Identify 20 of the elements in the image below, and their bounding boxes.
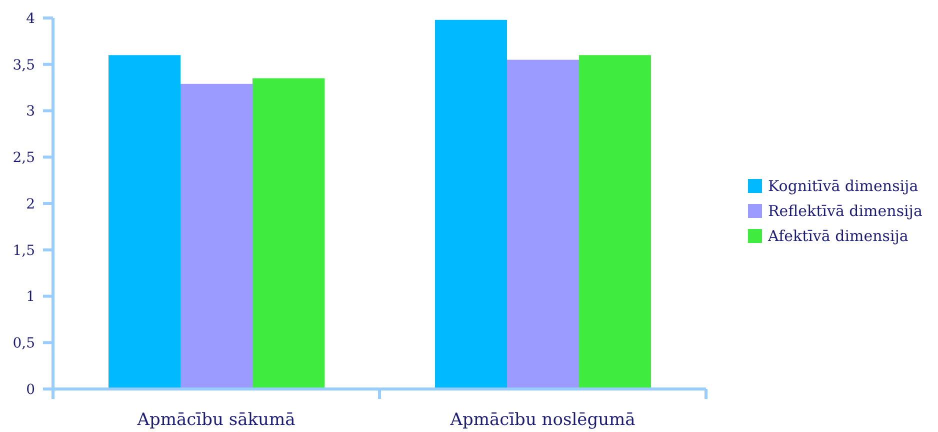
y-tick-label: 3 xyxy=(26,104,35,120)
bar xyxy=(108,55,181,389)
legend-label: Reflektīvā dimensija xyxy=(768,202,922,220)
y-tick-label: 3,5 xyxy=(12,57,35,74)
bar xyxy=(579,55,652,389)
y-tick-label: 2,5 xyxy=(12,150,35,166)
y-tick-label: 1 xyxy=(26,289,35,306)
x-tick-label: Apmācību sākumā xyxy=(136,410,296,430)
y-tick-label: 2 xyxy=(26,196,35,212)
y-tick-label: 0,5 xyxy=(12,336,35,352)
y-tick-label: 1,5 xyxy=(12,242,35,259)
bar xyxy=(180,84,253,389)
legend-label: Afektīvā dimensija xyxy=(768,226,908,244)
legend-label: Kognitīvā dimensija xyxy=(768,176,918,194)
bar xyxy=(252,78,325,389)
bar xyxy=(507,60,580,389)
y-tick-label: 4 xyxy=(26,10,36,27)
bar xyxy=(435,20,508,389)
y-tick-label: 0 xyxy=(26,382,35,398)
x-tick-label: Apmācību noslēgumā xyxy=(449,410,636,430)
